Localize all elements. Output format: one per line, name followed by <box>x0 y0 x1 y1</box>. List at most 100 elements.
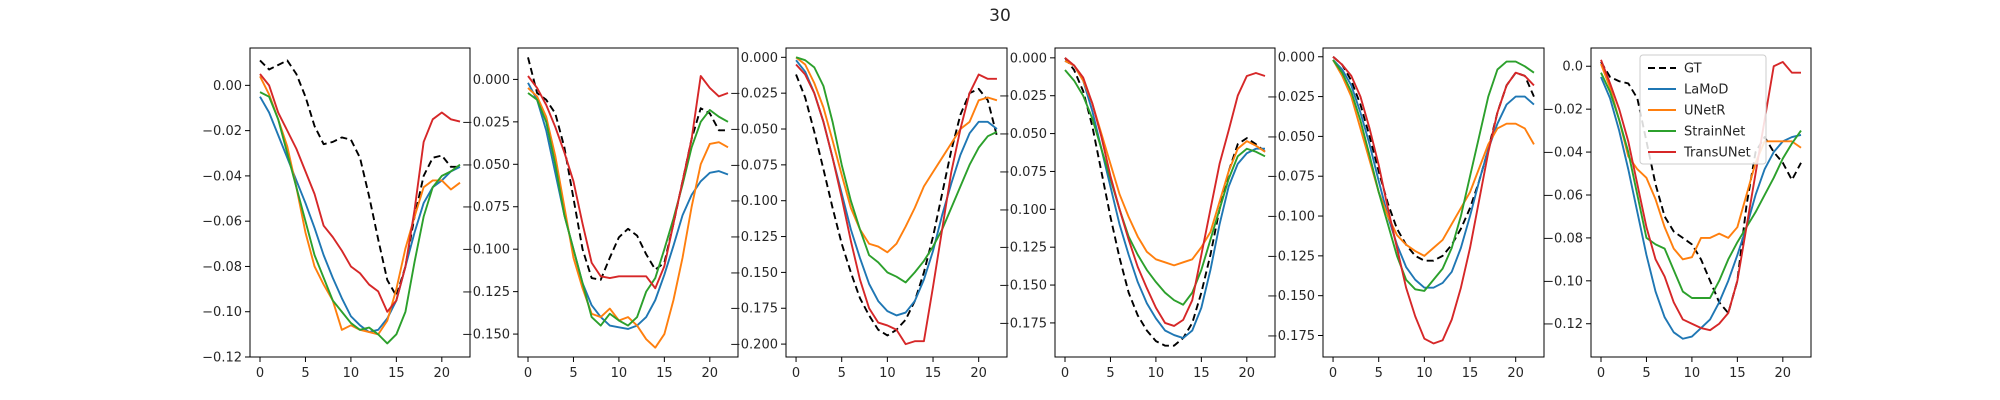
x-tick-label: 15 <box>1729 366 1746 381</box>
x-tick-label: 20 <box>1239 366 1256 381</box>
series-line-unetr <box>527 87 729 349</box>
y-tick-label: −0.175 <box>999 316 1047 331</box>
y-tick-label: −0.025 <box>1267 90 1315 105</box>
series-line-transunet <box>259 73 461 313</box>
x-tick-label: 20 <box>970 366 987 381</box>
y-tick-label: −0.125 <box>462 285 510 300</box>
x-tick-label: 20 <box>434 366 451 381</box>
x-tick-label: 5 <box>1106 366 1114 381</box>
x-tick-label: 10 <box>1684 366 1701 381</box>
y-tick-label: −0.125 <box>730 230 778 245</box>
y-tick-label: −0.150 <box>1267 289 1315 304</box>
y-tick-label: −0.04 <box>202 169 242 184</box>
x-tick-label: 15 <box>1462 366 1479 381</box>
y-tick-label: −0.075 <box>999 165 1047 180</box>
series-line-unetr <box>1332 59 1535 257</box>
x-tick-label: 10 <box>343 366 360 381</box>
subplot-1: 0 5 10 15 20 0.00 −0.02 −0.04 −0.06 −0.08 −0.10 −0.… <box>202 47 471 381</box>
series-group <box>527 57 729 349</box>
series-group <box>1332 56 1535 345</box>
x-tick-label: 15 <box>656 366 673 381</box>
series-line-lamod <box>259 96 461 334</box>
series-group <box>1064 57 1266 347</box>
series-line-gt <box>795 74 998 337</box>
x-tick-label: 10 <box>1416 366 1433 381</box>
x-tick-label: 0 <box>1061 366 1069 381</box>
subplot-4: 0 5 10 15 20 0.000 −0.025 −0.050 −0.075 −0.100 −0.… <box>999 47 1276 381</box>
y-tick-label: −0.10 <box>1543 274 1583 289</box>
y-tick-label: −0.08 <box>1543 231 1583 246</box>
y-tick-label: −0.150 <box>462 328 510 343</box>
legend-box <box>1639 54 1767 165</box>
y-tick-label: 0.0 <box>1562 60 1583 75</box>
series-line-transunet <box>1064 57 1266 327</box>
x-tick-label: 0 <box>1597 366 1605 381</box>
series-group <box>1600 59 1802 340</box>
y-tick-label: −0.050 <box>462 158 510 173</box>
series-line-gt <box>1332 56 1535 262</box>
y-tick-label: −0.050 <box>730 123 778 138</box>
x-tick-label: 10 <box>879 366 896 381</box>
y-tick-label: −0.125 <box>1267 249 1315 264</box>
x-tick-label: 5 <box>301 366 309 381</box>
y-tick-label: −0.175 <box>730 302 778 317</box>
y-tick-label: −0.025 <box>730 87 778 102</box>
x-tick-label: 20 <box>1507 366 1524 381</box>
legend-label-unetr: UNetR <box>1684 104 1725 119</box>
x-tick-label: 15 <box>388 366 405 381</box>
x-tick-label: 5 <box>569 366 577 381</box>
y-tick-label: −0.075 <box>730 158 778 173</box>
series-line-strainnet <box>527 92 729 327</box>
y-tick-label: −0.200 <box>730 338 778 353</box>
series-group <box>795 56 998 346</box>
y-tick-label: 0.00 <box>213 79 242 94</box>
series-line-transunet <box>795 63 997 346</box>
axes-frame <box>1590 47 1812 358</box>
legend-label-strainnet: StrainNet <box>1684 125 1745 140</box>
y-tick-label: −0.100 <box>462 243 510 258</box>
x-tick-label: 10 <box>611 366 628 381</box>
y-tick-label: −0.06 <box>1543 188 1583 203</box>
y-tick-label: −0.02 <box>1543 103 1583 118</box>
x-tick-label: 5 <box>1642 366 1650 381</box>
x-tick-label: 0 <box>524 366 532 381</box>
series-line-gt <box>1064 57 1266 347</box>
x-tick-label: 0 <box>256 366 264 381</box>
series-line-unetr <box>795 56 998 254</box>
y-tick-label: 0.000 <box>1010 51 1047 66</box>
y-tick-label: 0.000 <box>473 73 510 88</box>
subplot-5: 0 5 10 15 20 0.000 −0.025 −0.050 −0.075 −0.100 −0.… <box>1267 47 1545 381</box>
series-line-strainnet <box>795 56 998 284</box>
series-line-gt <box>1600 61 1802 314</box>
y-tick-label: 0.000 <box>741 51 778 66</box>
axes-frame <box>1054 47 1276 358</box>
subplot-6: 0 5 10 15 20 0.0 −0.02 −0.04 −0.06 −0.08 −0.10 −0.1… <box>1543 47 1812 381</box>
y-tick-label: 0.000 <box>1278 50 1315 65</box>
y-tick-label: −0.175 <box>1267 329 1315 344</box>
y-tick-label: −0.050 <box>999 127 1047 142</box>
y-tick-label: −0.08 <box>202 260 242 275</box>
legend-label-lamod: LaMoD <box>1684 83 1728 98</box>
x-tick-label: 10 <box>1148 366 1165 381</box>
x-tick-label: 15 <box>1193 366 1210 381</box>
y-tick-label: −0.150 <box>999 279 1047 294</box>
series-line-gt <box>259 59 460 297</box>
series-line-unetr <box>259 75 461 336</box>
axes-frame <box>249 47 471 358</box>
x-tick-label: 0 <box>792 366 800 381</box>
legend-label-transunet: TransUNet <box>1683 146 1751 161</box>
figure-title: 30 <box>989 6 1011 26</box>
axes-frame <box>785 47 1008 358</box>
y-tick-label: −0.100 <box>1267 210 1315 225</box>
y-tick-label: −0.06 <box>202 215 242 230</box>
y-tick-label: −0.100 <box>999 203 1047 218</box>
series-line-lamod <box>1332 59 1535 289</box>
series-line-strainnet <box>259 91 461 345</box>
series-group <box>259 59 461 345</box>
axes-frame <box>1322 47 1545 358</box>
series-line-transunet <box>1600 59 1801 332</box>
y-tick-label: −0.100 <box>730 194 778 209</box>
y-tick-label: −0.050 <box>1267 130 1315 145</box>
y-tick-label: −0.12 <box>1543 317 1583 332</box>
